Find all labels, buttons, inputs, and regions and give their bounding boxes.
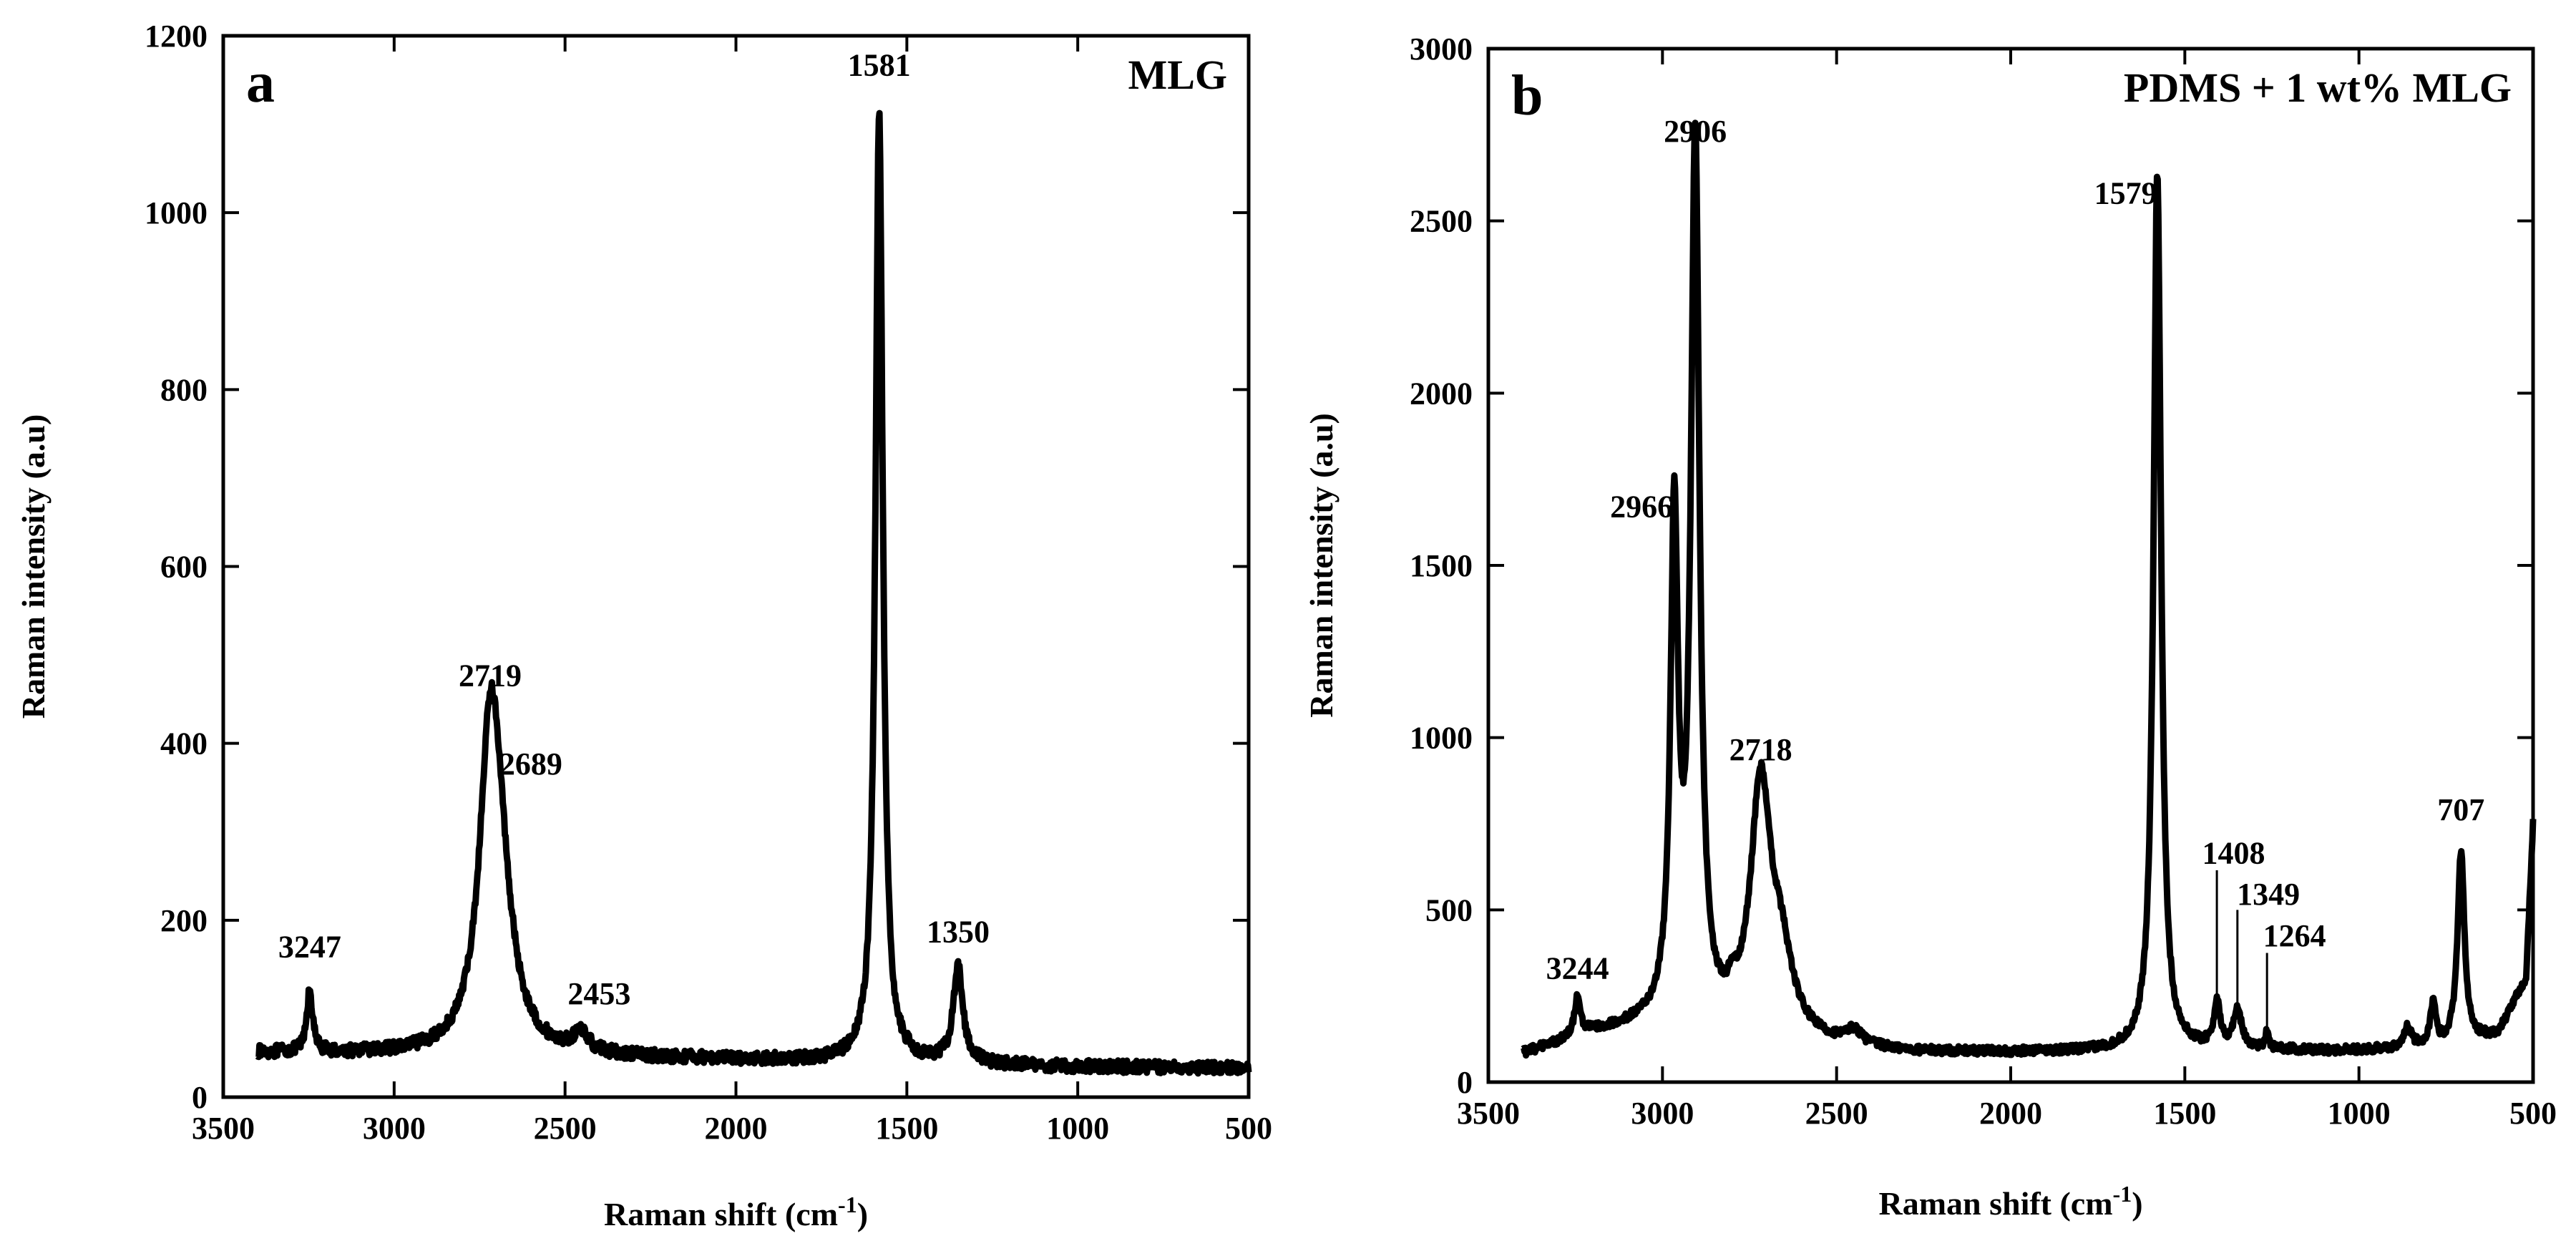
- x-tick-label: 3500: [1457, 1096, 1520, 1131]
- peak-label: 2689: [499, 746, 562, 782]
- x-tick-label: 1500: [875, 1111, 938, 1146]
- panel-letter: a: [246, 52, 275, 115]
- peak-label: 707: [2437, 792, 2484, 827]
- x-tick-label: 500: [2509, 1096, 2557, 1131]
- y-tick-label: 0: [1457, 1065, 1473, 1100]
- x-tick-label: 2000: [1979, 1096, 2042, 1131]
- y-tick-label: 200: [160, 903, 208, 938]
- spectrum-line: [1521, 120, 2537, 1059]
- spectrum-line: [255, 109, 1252, 1077]
- x-tick-label: 500: [1225, 1111, 1272, 1146]
- peak-label: 1581: [848, 48, 911, 83]
- peak-label: 1264: [2263, 918, 2326, 953]
- chart-panel-a: 3500 3000 2500 2000 1500 1000 500 0 200 400 600 800…: [15, 19, 1272, 1232]
- y-tick-label: 500: [1425, 892, 1473, 928]
- x-tick-label: 2500: [1805, 1096, 1868, 1131]
- y-tick-label: 600: [160, 550, 208, 585]
- x-axis-label: Raman shift (cm-1): [1878, 1181, 2142, 1222]
- y-tick-label: 2000: [1410, 376, 1473, 411]
- y-tick-label: 2500: [1410, 204, 1473, 239]
- x-axis-label: Raman shift (cm-1): [604, 1192, 868, 1232]
- peak-label: 3247: [278, 930, 341, 965]
- sample-label: MLG: [1128, 52, 1227, 98]
- x-tick-label: 3000: [363, 1111, 426, 1146]
- plot-frame: [1486, 47, 2535, 1084]
- y-tick-label: 0: [192, 1080, 208, 1115]
- panel-letter: b: [1511, 64, 1543, 127]
- y-axis-label: Raman intensity (a.u): [15, 414, 52, 719]
- plot-frame: [221, 34, 1251, 1099]
- y-tick-label: 800: [160, 372, 208, 407]
- peak-label: 2966: [1610, 490, 1673, 525]
- y-axis-label: Raman intensity (a.u): [1303, 413, 1340, 718]
- peak-label: 1349: [2237, 877, 2300, 912]
- y-tick-label: 1500: [1410, 548, 1473, 583]
- y-tick-label: 400: [160, 726, 208, 761]
- x-tick-label: 2000: [705, 1111, 768, 1146]
- y-tick-label: 1000: [145, 195, 208, 230]
- peak-label: 2453: [567, 976, 630, 1011]
- chart-panel-b: 3500 3000 2500 2000 1500 1000 500 0 500 1000 1500 2…: [1303, 31, 2557, 1222]
- peak-label: 2906: [1664, 114, 1727, 149]
- peak-label: 1579: [2094, 176, 2157, 211]
- peak-label: 1408: [2202, 835, 2265, 870]
- peak-label: 3244: [1546, 951, 1609, 986]
- y-tick-label: 1000: [1410, 721, 1473, 756]
- x-tick-label: 1000: [1046, 1111, 1109, 1146]
- y-tick-label: 3000: [1410, 31, 1473, 67]
- x-tick-label: 3500: [192, 1111, 255, 1146]
- x-tick-label: 3000: [1631, 1096, 1694, 1131]
- x-tick-label: 1500: [2153, 1096, 2216, 1131]
- x-tick-label: 1000: [2328, 1096, 2391, 1131]
- peak-label: 2719: [459, 658, 522, 693]
- x-tick-label: 2500: [534, 1111, 597, 1146]
- y-tick-label: 1200: [145, 19, 208, 54]
- peak-label: 2718: [1729, 732, 1792, 767]
- peak-label: 1350: [927, 915, 990, 950]
- sample-label: PDMS + 1 wt% MLG: [2124, 64, 2512, 111]
